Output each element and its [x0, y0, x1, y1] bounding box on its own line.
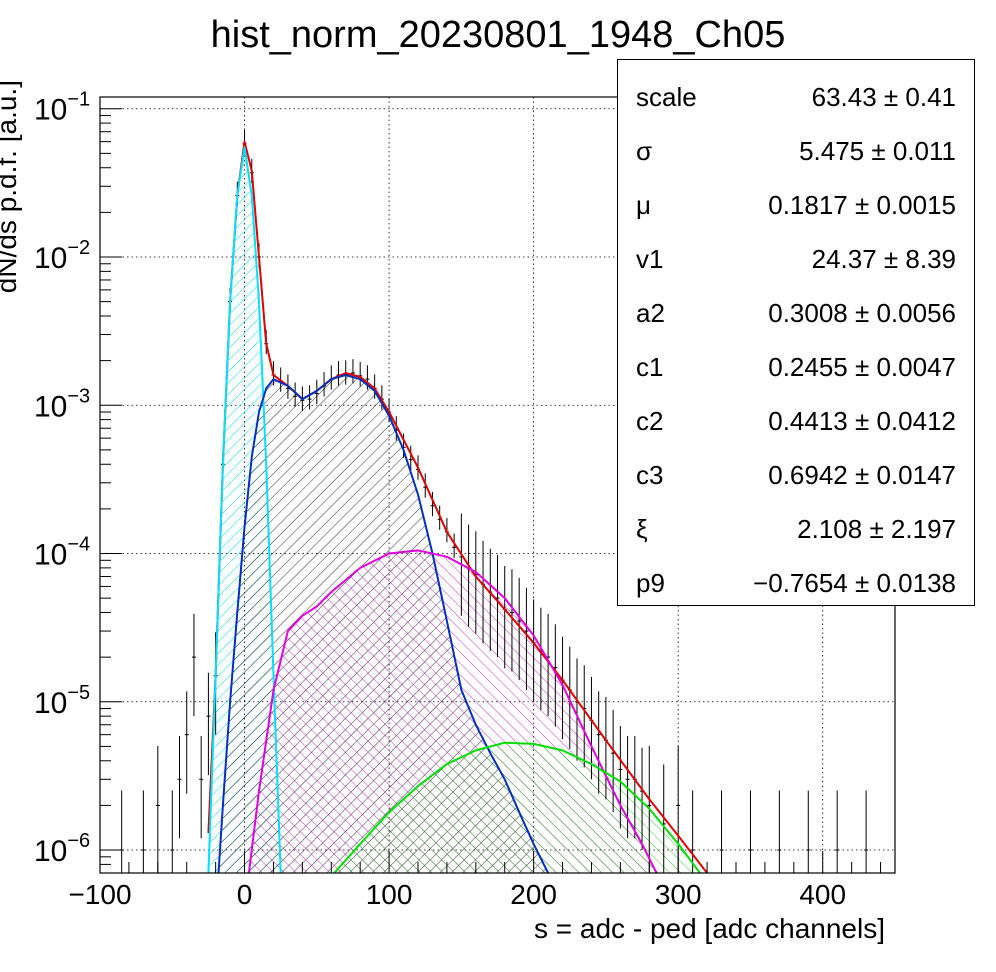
y-tick-exponent: −2	[67, 237, 90, 259]
axis-ticks	[99, 108, 882, 873]
stat-value: −0.7654 ± 0.0138	[753, 568, 956, 598]
stat-value: 0.4413 ± 0.0412	[768, 406, 956, 436]
stat-name: c3	[636, 460, 664, 490]
y-tick-mantissa: 10	[34, 835, 67, 868]
y-tick-mantissa: 10	[34, 390, 67, 423]
stat-row-c2: c2 0.4413 ± 0.0412	[618, 389, 974, 443]
y-tick-mantissa: 10	[34, 539, 67, 572]
y-tick-exponent: −1	[67, 89, 90, 111]
stat-name: μ	[636, 190, 651, 220]
y-tick-label: 10−4	[34, 534, 90, 572]
y-tick-exponent: −3	[67, 385, 90, 407]
x-tick-label: 400	[799, 879, 846, 910]
x-tick-label: 300	[655, 879, 702, 910]
y-tick-label: 10−2	[34, 237, 90, 275]
x-tick-label: 0	[237, 879, 253, 910]
stat-row-xi: ξ 2.108 ± 2.197	[618, 497, 974, 551]
y-tick-label: 10−1	[34, 89, 90, 127]
stat-name: c1	[636, 352, 664, 382]
stat-row-sigma: σ 5.475 ± 0.011	[618, 119, 974, 173]
stat-value: 0.6942 ± 0.0147	[768, 460, 956, 490]
fit-curves	[207, 140, 708, 873]
y-tick-labels: 10−610−510−410−310−210−1	[34, 89, 90, 868]
stat-row-c1: c1 0.2455 ± 0.0047	[618, 335, 974, 389]
stat-name: p9	[636, 568, 665, 598]
y-tick-label: 10−5	[34, 682, 90, 720]
x-tick-label: −100	[68, 879, 131, 910]
fit-curve	[207, 146, 282, 873]
stat-value: 63.43 ± 0.41	[811, 82, 956, 112]
chart-title: hist_norm_20230801_1948_Ch05	[211, 14, 786, 56]
y-tick-mantissa: 10	[34, 687, 67, 720]
stat-value: 0.2455 ± 0.0047	[768, 352, 956, 382]
fit-curve	[333, 741, 701, 873]
y-tick-exponent: −5	[67, 682, 90, 704]
stat-name: ξ	[636, 514, 648, 544]
y-tick-label: 10−6	[34, 830, 90, 868]
x-tick-labels: −100 0 100 200 300 400	[68, 879, 846, 910]
fit-stats-box: scale 63.43 ± 0.41 σ 5.475 ± 0.011 μ 0.1…	[617, 59, 975, 606]
stat-value: 0.3008 ± 0.0056	[768, 298, 956, 328]
stat-name: σ	[636, 136, 653, 166]
stat-value: 2.108 ± 2.197	[797, 514, 956, 544]
y-tick-mantissa: 10	[34, 94, 67, 127]
fit-curve	[247, 549, 658, 873]
stat-name: a2	[636, 298, 665, 328]
stat-row-scale: scale 63.43 ± 0.41	[618, 65, 974, 119]
stat-value: 0.1817 ± 0.0015	[768, 190, 956, 220]
stat-row-c3: c3 0.6942 ± 0.0147	[618, 443, 974, 497]
y-tick-exponent: −4	[67, 534, 90, 556]
x-axis-label: s = adc - ped [adc channels]	[534, 913, 885, 944]
x-tick-label: 100	[366, 879, 413, 910]
stat-name: scale	[636, 82, 697, 112]
stat-row-a2: a2 0.3008 ± 0.0056	[618, 281, 974, 335]
fit-curve	[217, 374, 549, 873]
stat-row-v1: v1 24.37 ± 8.39	[618, 227, 974, 281]
y-axis-label: dN/ds p.d.f. [a.u.]	[0, 80, 22, 293]
stat-value: 5.475 ± 0.011	[799, 136, 956, 166]
stat-row-p9: p9 −0.7654 ± 0.0138	[618, 551, 974, 605]
stat-name: v1	[636, 244, 664, 274]
y-tick-exponent: −6	[67, 830, 90, 852]
stat-name: c2	[636, 406, 664, 436]
y-tick-label: 10−3	[34, 385, 90, 423]
stat-value: 24.37 ± 8.39	[811, 244, 956, 274]
y-tick-mantissa: 10	[34, 242, 67, 275]
x-tick-label: 200	[510, 879, 557, 910]
stat-row-mu: μ 0.1817 ± 0.0015	[618, 173, 974, 227]
